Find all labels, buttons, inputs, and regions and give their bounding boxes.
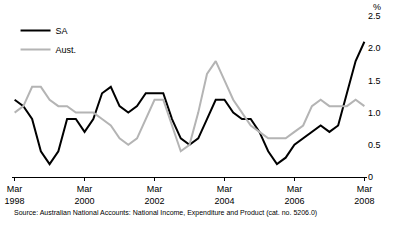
svg-text:Source: Australian National Ac: Source: Australian National Accounts: Na… — [14, 209, 317, 217]
svg-text:1.5: 1.5 — [368, 76, 381, 86]
svg-text:Mar1998: Mar1998 — [5, 184, 25, 206]
svg-text:Mar2006: Mar2006 — [284, 184, 304, 206]
svg-text:%: % — [373, 2, 381, 12]
svg-text:Mar2000: Mar2000 — [75, 184, 95, 206]
svg-text:Mar2008: Mar2008 — [354, 184, 374, 206]
svg-text:0: 0 — [368, 172, 373, 182]
svg-text:Mar2002: Mar2002 — [145, 184, 165, 206]
svg-text:2.0: 2.0 — [368, 43, 381, 53]
svg-text:1.0: 1.0 — [368, 108, 381, 118]
svg-text:SA: SA — [56, 26, 68, 36]
svg-text:0.5: 0.5 — [368, 140, 381, 150]
svg-text:2.5: 2.5 — [368, 11, 381, 21]
svg-text:Aust.: Aust. — [56, 45, 77, 55]
svg-text:Mar2004: Mar2004 — [214, 184, 234, 206]
